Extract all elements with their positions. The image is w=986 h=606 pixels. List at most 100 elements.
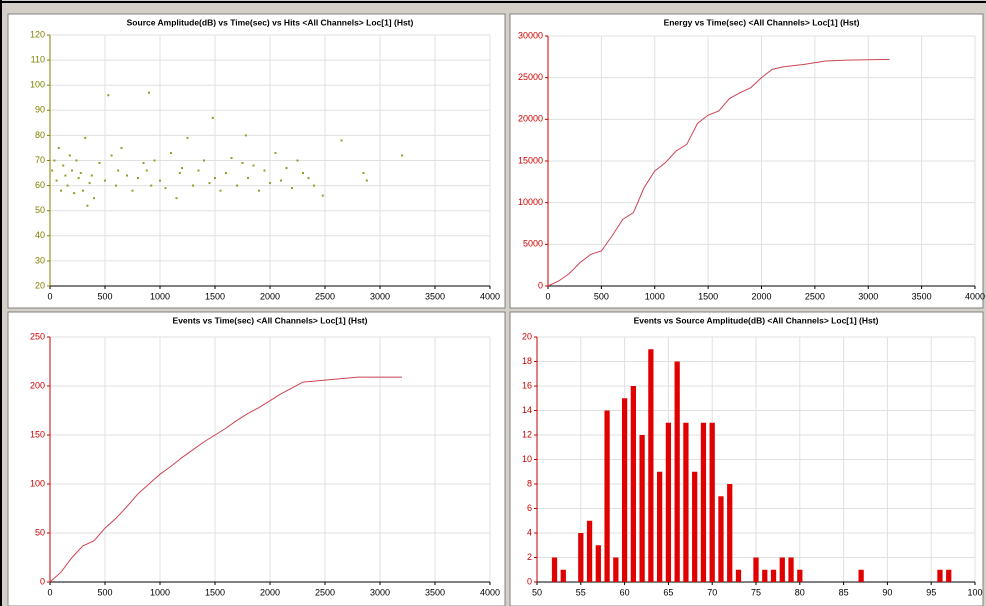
chart-title: Events vs Source Amplitude(dB) <All Chan… bbox=[634, 315, 879, 325]
point bbox=[164, 187, 167, 190]
bar bbox=[937, 569, 943, 582]
x-tick-label: 500 bbox=[97, 587, 112, 597]
point bbox=[263, 169, 266, 172]
x-tick-label: 1000 bbox=[150, 587, 170, 597]
bar bbox=[578, 533, 584, 582]
x-tick-label: 1000 bbox=[645, 291, 665, 301]
x-tick-label: 90 bbox=[882, 587, 892, 597]
point bbox=[214, 177, 216, 180]
x-tick-label: 55 bbox=[576, 587, 586, 597]
chart-title: Source Amplitude(dB) vs Time(sec) vs Hit… bbox=[127, 17, 414, 27]
x-tick-label: 2000 bbox=[751, 291, 771, 301]
x-tick-label: 2500 bbox=[315, 587, 335, 597]
x-tick-label: 50 bbox=[532, 587, 542, 597]
point bbox=[274, 151, 277, 154]
x-tick-label: 1500 bbox=[698, 291, 718, 301]
x-tick-label: 4000 bbox=[480, 587, 500, 597]
point bbox=[51, 169, 54, 172]
x-tick-label: 2500 bbox=[805, 291, 825, 301]
y-tick-label: 20 bbox=[522, 331, 532, 341]
y-tick-label: 30000 bbox=[518, 30, 543, 40]
bar bbox=[770, 569, 777, 582]
x-tick-label: 2000 bbox=[260, 291, 280, 301]
x-tick-label: 3000 bbox=[370, 587, 390, 597]
y-tick-label: 5000 bbox=[523, 239, 543, 249]
point bbox=[401, 154, 403, 157]
bar bbox=[788, 557, 794, 582]
x-tick-label: 85 bbox=[839, 587, 849, 597]
point bbox=[68, 154, 71, 157]
bar bbox=[613, 557, 619, 582]
y-tick-label: 6 bbox=[527, 503, 532, 513]
bar bbox=[639, 435, 645, 582]
y-tick-label: 20 bbox=[35, 280, 45, 290]
x-tick-label: 65 bbox=[663, 587, 673, 597]
point bbox=[296, 159, 299, 162]
bar bbox=[692, 471, 698, 582]
bar bbox=[674, 361, 680, 582]
x-tick-label: 100 bbox=[967, 587, 982, 597]
point bbox=[258, 189, 260, 192]
x-tick-label: 4000 bbox=[965, 291, 985, 301]
point bbox=[86, 204, 89, 207]
point bbox=[225, 172, 227, 175]
x-tick-label: 95 bbox=[926, 587, 936, 597]
point bbox=[181, 167, 183, 170]
bar bbox=[586, 520, 593, 582]
bar bbox=[753, 557, 759, 582]
x-tick-label: 3500 bbox=[425, 291, 445, 301]
y-tick-label: 4 bbox=[527, 527, 532, 537]
y-tick-label: 80 bbox=[35, 130, 45, 140]
point bbox=[64, 174, 67, 177]
y-tick-label: 0 bbox=[538, 280, 543, 290]
bar bbox=[648, 349, 654, 582]
point bbox=[365, 179, 368, 182]
chart-title: Events vs Time(sec) <All Channels> Loc[1… bbox=[173, 315, 368, 325]
y-tick-label: 50 bbox=[35, 205, 45, 215]
point bbox=[84, 136, 87, 139]
y-tick-label: 10000 bbox=[518, 197, 543, 207]
y-tick-label: 70 bbox=[35, 155, 45, 165]
bar bbox=[551, 557, 558, 582]
x-tick-label: 3500 bbox=[912, 291, 932, 301]
bar bbox=[709, 422, 715, 582]
x-tick-label: 70 bbox=[707, 587, 717, 597]
y-tick-label: 60 bbox=[35, 180, 45, 190]
point bbox=[211, 116, 214, 119]
bar bbox=[657, 471, 663, 582]
panel bbox=[7, 311, 506, 606]
point bbox=[170, 151, 172, 154]
bar bbox=[604, 410, 610, 582]
chart-title: Energy vs Time(sec) <All Channels> Loc[1… bbox=[664, 17, 860, 27]
y-tick-label: 110 bbox=[31, 54, 45, 64]
bar bbox=[946, 569, 952, 582]
bar bbox=[595, 545, 601, 582]
x-tick-label: 0 bbox=[545, 291, 550, 301]
point bbox=[77, 177, 80, 180]
x-tick-label: 3000 bbox=[858, 291, 878, 301]
point bbox=[62, 164, 65, 167]
x-tick-label: 2000 bbox=[260, 587, 280, 597]
point bbox=[208, 182, 211, 185]
y-tick-label: 150 bbox=[30, 429, 45, 439]
point bbox=[104, 179, 106, 182]
y-tick-label: 50 bbox=[35, 527, 45, 537]
point bbox=[117, 169, 120, 172]
point bbox=[244, 134, 247, 137]
point bbox=[126, 174, 128, 177]
point bbox=[53, 159, 56, 162]
point bbox=[186, 136, 189, 139]
point bbox=[71, 169, 73, 172]
line bbox=[49, 376, 402, 583]
point bbox=[313, 184, 315, 187]
point bbox=[178, 172, 181, 175]
y-tick-label: 40 bbox=[35, 230, 45, 240]
point bbox=[145, 169, 148, 172]
bar bbox=[797, 569, 803, 582]
point bbox=[236, 184, 238, 187]
bar bbox=[762, 569, 768, 582]
point bbox=[203, 159, 205, 162]
point bbox=[90, 174, 93, 177]
y-tick-label: 10 bbox=[522, 454, 532, 464]
